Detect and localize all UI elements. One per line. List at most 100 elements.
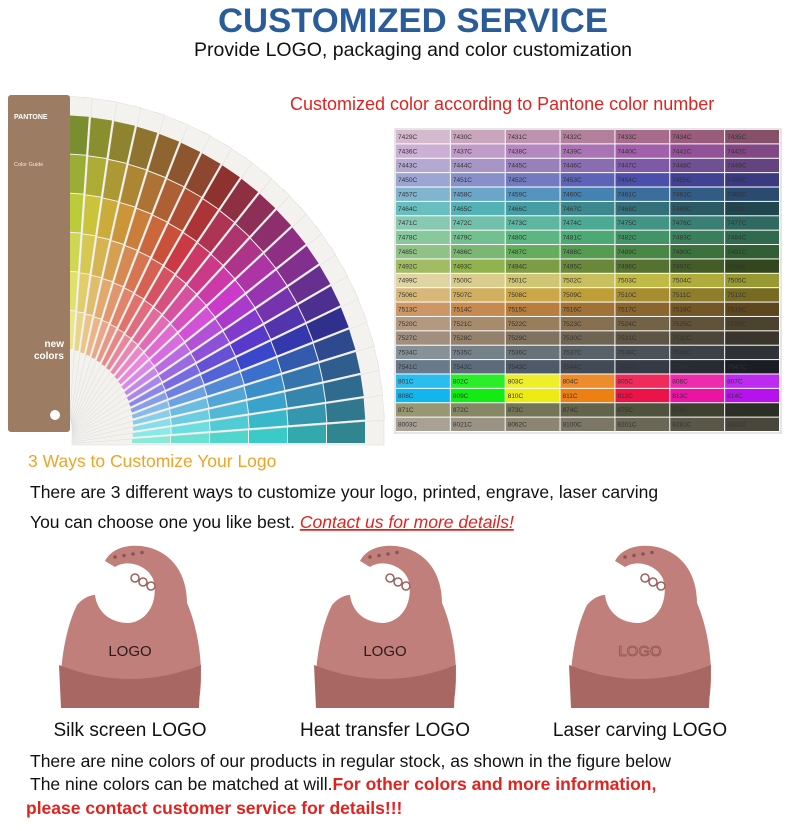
cell-label: 7468C: [617, 206, 636, 213]
color-cell: [505, 273, 560, 288]
cell-label: 877C: [727, 407, 743, 414]
cell-label: 7538C: [617, 350, 636, 357]
bib-body: [315, 545, 457, 708]
bib-hole: [131, 552, 135, 556]
method-label: Heat transfer LOGO: [300, 720, 470, 741]
bib: LOGO: [569, 545, 712, 708]
cell-label: 7486C: [453, 249, 472, 256]
badge: colors: [34, 351, 64, 362]
color-cell: [670, 417, 725, 431]
bib-button: [146, 581, 156, 591]
cell-label: 812C: [617, 393, 633, 400]
cell-label: 7500C: [453, 278, 472, 285]
color-cell: [560, 316, 615, 331]
color-cell: [725, 331, 779, 345]
cell-label: 8321C: [727, 422, 746, 429]
color-cell: [670, 374, 725, 388]
cell-label: 8100C: [563, 422, 582, 429]
cover: [8, 95, 70, 432]
color-cell: [450, 259, 505, 273]
color-cell: [615, 288, 670, 302]
cell-label: 7483C: [672, 235, 691, 242]
bib-button: [401, 581, 411, 591]
cell-label: 7515C: [508, 306, 527, 313]
bib-button: [393, 577, 403, 587]
color-cell: [725, 158, 779, 173]
color-cell: [450, 201, 505, 216]
color-cell: [725, 345, 779, 360]
bib-body: [570, 545, 712, 708]
cell-label: 814C: [727, 393, 743, 400]
cell-label: 7489C: [617, 249, 636, 256]
color-cell: [615, 216, 670, 230]
color-cell: [670, 345, 725, 360]
cell-label: 7476C: [672, 220, 691, 227]
bib: LOGO: [314, 545, 457, 708]
color-cell: [560, 216, 615, 230]
bib: LOGO: [59, 545, 202, 708]
color-cell: [615, 230, 670, 245]
cell-label: 804C: [563, 378, 579, 385]
color-cell: [505, 259, 560, 273]
cell-label: 7440C: [617, 148, 636, 155]
color-cell: [725, 245, 779, 259]
color-cell: [615, 273, 670, 288]
cell-label: 7516C: [563, 306, 582, 313]
cell-label: 7510C: [617, 292, 636, 299]
bib-pocket: [314, 665, 456, 708]
cell-label: 801C: [398, 378, 414, 385]
body-text: There are 3 different ways to customize …: [30, 482, 658, 502]
color-cell: [725, 230, 779, 245]
cell-label: 7512C: [727, 292, 746, 299]
color-cell: [615, 403, 670, 417]
cell-label: 7541C: [398, 364, 417, 371]
cell-label: 7511C: [672, 292, 691, 299]
color-cell: [560, 130, 615, 144]
cell-label: 7524C: [617, 321, 636, 328]
bib-hole: [650, 550, 654, 555]
color-cell: [725, 173, 779, 187]
cell-label: 803C: [508, 378, 524, 385]
cell-label: 876C: [672, 407, 688, 414]
color-cell: [450, 230, 505, 245]
cell-label: 7546C: [672, 364, 691, 371]
cell-label: 7503C: [617, 278, 636, 285]
cell-label: 806C: [672, 378, 688, 385]
color-cell: [450, 288, 505, 302]
color-cell: [505, 403, 560, 417]
contact-link[interactable]: Contact us for more details!: [300, 512, 514, 532]
color-cell: [505, 331, 560, 345]
card-swatch: [270, 238, 319, 286]
bib-button: [656, 581, 666, 591]
color-cell: [670, 403, 725, 417]
color-cell: [560, 245, 615, 259]
cell-label: 7492C: [398, 263, 417, 270]
color-cell: [450, 144, 505, 158]
cell-label: 7494C: [508, 263, 527, 270]
cell-label: 7436C: [398, 148, 417, 155]
cell-label: 810C: [508, 393, 524, 400]
bib-logo: LOGO: [618, 643, 661, 660]
cell-label: 7518C: [672, 306, 691, 313]
color-cell: [670, 331, 725, 345]
cell-label: 7499C: [398, 278, 417, 285]
color-cell: [615, 345, 670, 360]
cell-label: 7443C: [398, 163, 417, 170]
pantone-grid: 7429C 7430C 7431C 7432C 7433C 7434C 7435C 7436C…: [394, 128, 782, 434]
color-cell: [725, 316, 779, 331]
color-cell: [670, 216, 725, 230]
cell-label: 875C: [617, 407, 633, 414]
color-cell: [450, 316, 505, 331]
subtitle: Provide LOGO, packaging and color custom…: [194, 39, 632, 61]
bib-hole: [395, 550, 399, 555]
color-cell: [725, 374, 779, 388]
cell-label: 7526C: [727, 321, 746, 328]
cell-label: 7539C: [672, 350, 691, 357]
color-cell: [670, 187, 725, 201]
color-cell: [615, 201, 670, 216]
cell-label: 7530C: [563, 335, 582, 342]
color-cell: [725, 259, 779, 273]
color-cell: [505, 316, 560, 331]
cell-label: 813C: [672, 393, 688, 400]
color-cell: [560, 144, 615, 158]
